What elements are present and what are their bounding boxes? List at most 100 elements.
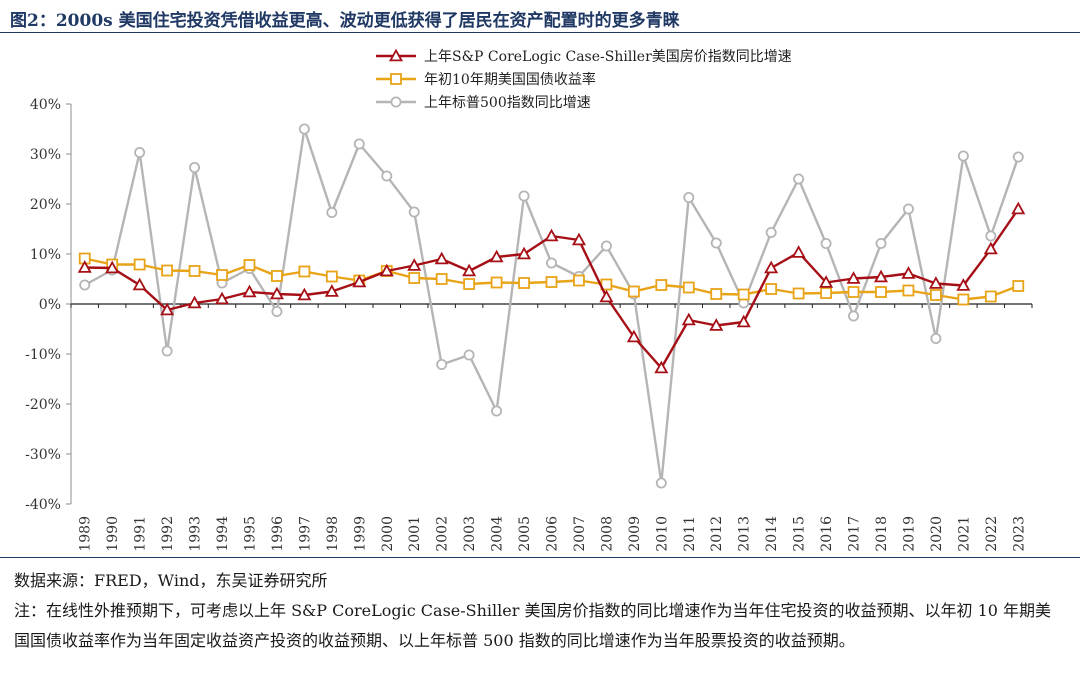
data-point-triangle (462, 263, 477, 277)
data-point-circle (793, 173, 805, 185)
data-point-square (820, 287, 832, 299)
x-tick-label: 1993 (188, 516, 204, 552)
x-tick-label: 1991 (133, 516, 149, 552)
data-point-circle (600, 240, 612, 252)
figure-footer: 数据来源：FRED，Wind，东吴证券研究所 注：在线性外推预期下，可考虑以上年… (0, 557, 1080, 656)
data-point-circle (298, 123, 310, 135)
data-point-circle (408, 206, 420, 218)
x-tick-label: 2022 (984, 516, 1000, 552)
x-tick-label: 2003 (462, 516, 478, 552)
data-point-square (930, 289, 942, 301)
data-point-triangle (379, 263, 394, 277)
data-point-square (710, 288, 723, 300)
data-point-square (216, 269, 228, 281)
data-point-square (271, 270, 283, 282)
data-point-square (463, 278, 476, 290)
x-tick-label: 2014 (764, 516, 780, 552)
data-point-circle (710, 237, 722, 249)
data-point-triangle (517, 246, 532, 260)
data-point-circle (820, 237, 832, 249)
data-point-circle (683, 191, 695, 203)
data-point-triangle (928, 276, 943, 289)
data-point-circle (930, 332, 942, 344)
x-tick-label: 2012 (709, 516, 725, 552)
data-point-circle (189, 161, 201, 173)
data-point-triangle (77, 260, 92, 273)
legend-marker-square (390, 73, 402, 85)
data-point-circle (326, 206, 338, 218)
x-tick-label: 2001 (407, 516, 423, 552)
data-point-circle (271, 305, 283, 317)
data-point-triangle (214, 291, 230, 305)
data-point-triangle (956, 278, 971, 291)
footnote: 注：在线性外推预期下，可考虑以上年 S&P CoreLogic Case-Shi… (14, 601, 1052, 650)
data-point-square (188, 265, 201, 277)
data-point-square (298, 265, 311, 278)
legend-label: 年初10年期美国国债收益率 (424, 71, 596, 88)
data-point-triangle (901, 266, 916, 279)
data-point-circle (902, 203, 914, 215)
data-point-triangle (297, 287, 312, 301)
x-tick-label: 2015 (792, 516, 808, 552)
line-chart: -40% -30% -20% -10% 0% 10% 20% 30% 40% 1989 1990 19… (25, 48, 1033, 552)
data-point-triangle (709, 318, 724, 331)
data-point-square (627, 285, 640, 298)
data-point-triangle (242, 284, 257, 298)
x-tick-label: 2004 (490, 516, 506, 552)
data-point-circle (518, 190, 530, 202)
data-point-square (957, 293, 970, 306)
data-point-triangle (736, 314, 751, 328)
x-tick-label: 1996 (270, 516, 286, 552)
data-point-circle (381, 170, 393, 182)
legend-label: 上年标普500指数同比增速 (424, 95, 591, 111)
data-point-triangle (187, 295, 202, 309)
data-point-square (655, 279, 668, 291)
data-point-square (737, 288, 750, 301)
data-point-triangle (1011, 201, 1026, 215)
data-point-square (902, 284, 915, 297)
data-point-circle (655, 477, 667, 489)
data-point-square (682, 281, 695, 294)
x-tick-label: 1995 (242, 516, 258, 552)
data-point-circle (134, 147, 146, 159)
data-point-triangle (324, 284, 339, 297)
x-tick-label: 2010 (654, 516, 670, 552)
legend-marker-triangle (388, 48, 404, 62)
data-point-triangle (873, 269, 889, 283)
data-point-square (765, 283, 778, 295)
data-point-triangle (599, 289, 614, 303)
x-tick-label: 1992 (160, 516, 176, 552)
data-point-triangle (791, 245, 806, 258)
x-tick-label: 2007 (572, 516, 588, 552)
data-point-triangle (819, 275, 834, 288)
x-tick-label: 1999 (352, 516, 368, 552)
data-point-square (875, 286, 887, 298)
x-tick-label: 2000 (380, 516, 396, 552)
y-tick-label: 20% (30, 197, 61, 213)
data-point-triangle (489, 249, 504, 263)
data-point-triangle (105, 260, 120, 274)
data-point-square (847, 286, 860, 298)
data-point-triangle (434, 251, 449, 265)
x-tick-label: 2009 (627, 516, 643, 552)
x-tick-label: 2008 (599, 516, 615, 552)
x-tick-label: 1994 (215, 516, 231, 552)
x-tick-label: 2017 (847, 516, 863, 552)
x-tick-label: 2023 (1011, 516, 1027, 552)
data-point-triangle (626, 329, 641, 343)
x-tick-label: 2016 (819, 516, 835, 552)
data-point-triangle (160, 302, 175, 316)
data-point-square (435, 273, 448, 285)
y-tick-label: -40% (25, 497, 61, 513)
data-point-triangle (654, 360, 669, 374)
data-point-circle (765, 226, 777, 238)
data-point-triangle (352, 274, 367, 288)
data-point-triangle (269, 286, 284, 300)
data-point-triangle (681, 312, 696, 326)
data-point-triangle (983, 241, 998, 255)
data-point-circle (546, 257, 558, 269)
data-point-triangle (571, 232, 586, 246)
data-point-square (984, 290, 997, 303)
x-tick-label: 2002 (435, 516, 451, 552)
y-tick-label: -20% (25, 397, 61, 413)
